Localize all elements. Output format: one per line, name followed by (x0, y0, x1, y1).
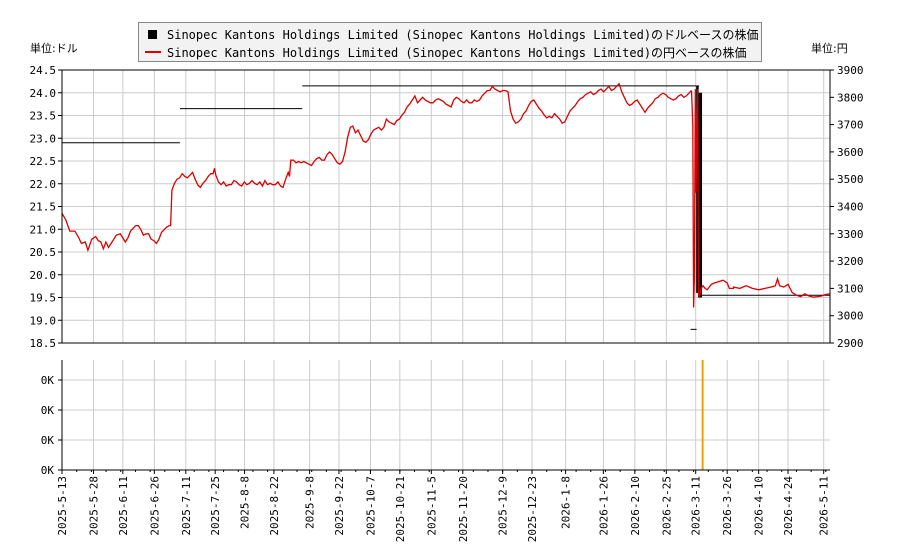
x-tick-label: 2025-5-13 (56, 476, 69, 536)
x-tick-label: 2025-6-11 (117, 476, 130, 536)
left-tick-label: 20.5 (30, 246, 57, 259)
x-tick-label: 2025-8-22 (268, 476, 281, 536)
x-tick-label: 2026-3-26 (721, 476, 734, 536)
x-tick-label: 2025-7-11 (180, 476, 193, 536)
legend-label-usd: Sinopec Kantons Holdings Limited (Sinope… (167, 27, 759, 42)
usd-price-bar (699, 92, 703, 298)
x-tick-label: 2025-11-5 (425, 476, 438, 536)
volume-bars (701, 360, 704, 470)
x-tick-label: 2026-2-25 (660, 476, 673, 536)
volume-tick-label: 0K (41, 404, 55, 417)
volume-ticks: 0K 0K 0K 0K (41, 374, 62, 477)
legend-item-usd: Sinopec Kantons Holdings Limited (Sinope… (145, 25, 758, 43)
usd-series (62, 85, 830, 330)
volume-grid (61, 360, 830, 471)
left-tick-label: 24.5 (30, 64, 57, 77)
right-tick-label: 3600 (837, 146, 864, 159)
x-tick-label: 2026-5-11 (818, 476, 831, 536)
frames (61, 69, 831, 471)
right-tick-label: 3800 (837, 91, 864, 104)
right-tick-label: 2900 (837, 337, 864, 350)
left-tick-label: 19.0 (30, 314, 57, 327)
left-tick-label: 20.0 (30, 269, 57, 282)
right-tick-label: 3100 (837, 282, 864, 295)
x-tick-label: 2026-4-10 (753, 476, 766, 536)
legend-label-jpy: Sinopec Kantons Holdings Limited (Sinope… (167, 45, 747, 60)
left-tick-label: 18.5 (30, 337, 57, 350)
jpy-series (61, 82, 831, 308)
x-tick-label: 2025-10-21 (394, 476, 407, 542)
volume-tick-label: 0K (41, 434, 55, 447)
x-tick-label: 2025-9-22 (333, 476, 346, 536)
left-tick-label: 21.0 (30, 223, 57, 236)
x-tick-label: 2026-1-26 (597, 476, 610, 536)
right-tick-label: 3400 (837, 201, 864, 214)
left-unit-label: 単位:ドル (30, 42, 78, 55)
x-tick-label: 2025-9-8 (304, 476, 317, 529)
price-grid (61, 69, 830, 344)
right-unit-label: 単位:円 (811, 42, 848, 55)
right-tick-label: 3500 (837, 173, 864, 186)
price-panel-frame (61, 69, 831, 344)
legend-swatch-jpy (145, 51, 161, 53)
x-tick-label: 2025-5-28 (87, 476, 100, 536)
x-tick-label: 2025-10-7 (364, 476, 377, 536)
jpy-price-line-crash (690, 89, 831, 308)
legend: Sinopec Kantons Holdings Limited (Sinope… (138, 22, 762, 62)
left-tick-label: 23.0 (30, 132, 57, 145)
volume-tick-label: 0K (41, 464, 55, 477)
x-tick-label: 2026-4-24 (782, 476, 795, 536)
right-tick-label: 3200 (837, 255, 864, 268)
legend-item-jpy: Sinopec Kantons Holdings Limited (Sinope… (145, 43, 746, 61)
left-tick-label: 21.5 (30, 201, 57, 214)
price-left-ticks: 18.5 19.0 19.5 20.0 20.5 21.0 21.5 22.0 22.5 23.0… (30, 64, 62, 350)
x-tick-label: 2025-7-25 (209, 476, 222, 536)
left-tick-label: 19.5 (30, 292, 57, 305)
x-tick-label: 2025-8-8 (239, 476, 252, 529)
x-ticks: 2025-5-13 2025-5-28 2025-6-11 2025-6-26 2025… (56, 470, 831, 542)
left-tick-label: 24.0 (30, 87, 57, 100)
left-tick-label: 23.5 (30, 110, 57, 123)
usd-price-bar (696, 85, 699, 293)
left-tick-label: 22.5 (30, 155, 57, 168)
x-tick-label: 2026-3-11 (690, 476, 703, 536)
right-tick-label: 3000 (837, 310, 864, 323)
right-tick-label: 3700 (837, 119, 864, 132)
volume-tick-label: 0K (41, 374, 55, 387)
x-tick-label: 2025-12-9 (497, 476, 510, 536)
x-tick-label: 2025-6-26 (148, 476, 161, 536)
left-tick-label: 22.0 (30, 178, 57, 191)
right-tick-label: 3300 (837, 228, 864, 241)
right-tick-label: 3900 (837, 64, 864, 77)
x-tick-label: 2025-11-20 (457, 476, 470, 542)
x-tick-label: 2025-12-23 (526, 476, 539, 542)
usd-price-bar (698, 92, 701, 298)
x-tick-label: 2026-2-10 (629, 476, 642, 536)
jpy-price-line (61, 82, 692, 253)
legend-swatch-usd (148, 29, 157, 39)
price-right-ticks: 2900 3000 3100 3200 3300 3400 3500 3600 3700 3800… (830, 64, 864, 350)
x-tick-label: 2026-1-8 (560, 476, 573, 529)
volume-bar (701, 360, 704, 470)
